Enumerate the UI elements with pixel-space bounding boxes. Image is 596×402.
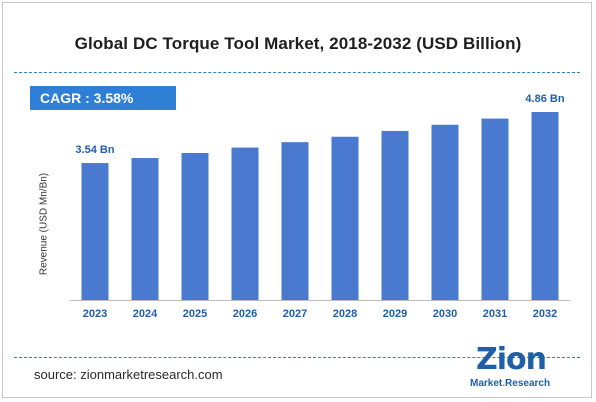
x-tick-label-2025: 2025 — [183, 308, 207, 320]
x-tick-label-2029: 2029 — [383, 308, 407, 320]
bar-2028 — [331, 136, 359, 300]
logo-sub-right: Research — [505, 378, 551, 389]
logo-word: Zion — [476, 342, 547, 377]
source-text: source: zionmarketresearch.com — [34, 367, 223, 382]
chart-title: Global DC Torque Tool Market, 2018-2032 … — [74, 34, 522, 53]
bottom-divider — [14, 357, 580, 358]
logo-subtitle: Market.Research — [470, 378, 551, 389]
bar-2031 — [481, 118, 509, 300]
data-label-2023: 3.54 Bn — [75, 144, 114, 156]
x-tick-label-2024: 2024 — [133, 308, 158, 320]
x-tick-label-2026: 2026 — [233, 308, 257, 320]
data-label-2032: 4.86 Bn — [525, 93, 564, 105]
top-divider — [14, 72, 580, 73]
bar-2024 — [131, 158, 159, 300]
bar-2025 — [181, 153, 209, 300]
zion-logo: Zion Market.Research — [466, 342, 578, 394]
x-tick-label-2028: 2028 — [333, 308, 357, 320]
bar-2030 — [431, 124, 459, 300]
cagr-badge: CAGR : 3.58% — [30, 86, 176, 110]
x-tick-label-2030: 2030 — [433, 308, 457, 320]
bar-2029 — [381, 130, 409, 300]
x-tick-label-2023: 2023 — [83, 308, 107, 320]
x-tick-label-2031: 2031 — [483, 308, 507, 320]
bar-2032 — [531, 112, 559, 300]
logo-sub-left: Market — [470, 378, 503, 389]
x-tick-label-2027: 2027 — [283, 308, 307, 320]
bar-2026 — [231, 147, 259, 300]
bar-2027 — [281, 142, 309, 300]
bar-2023 — [81, 163, 109, 300]
x-tick-label-2032: 2032 — [533, 308, 557, 320]
